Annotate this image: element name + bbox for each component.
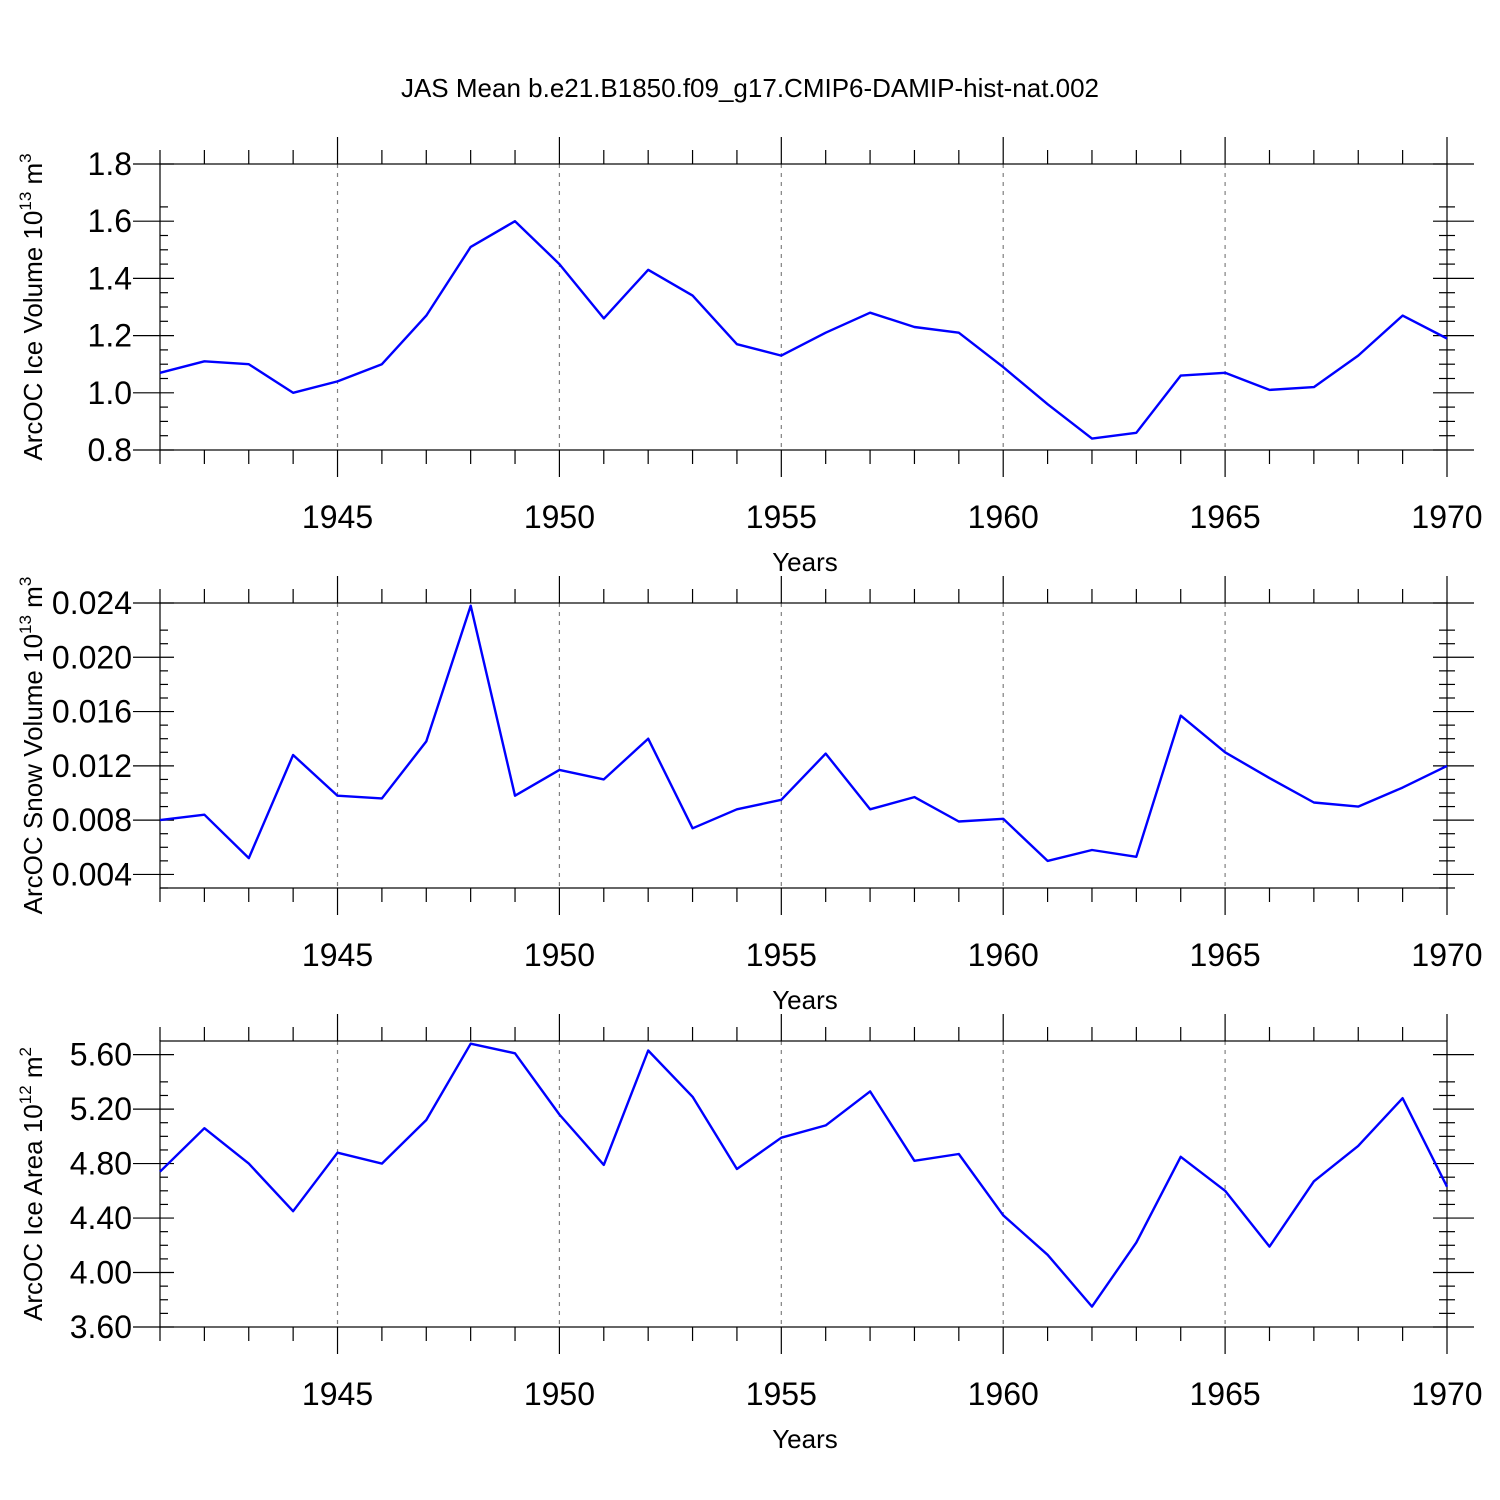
p0-x-tick-label: 1955 [746, 499, 817, 535]
p1-series-line [159, 604, 1448, 863]
p0-y-axis-label: ArcOC Ice Volume 1013 m3 [16, 153, 48, 460]
panel-ice-area: 1945 1950 1955 1960 1965 1970 3.60 4.00 4.40 4.80… [16, 1014, 1483, 1454]
p0-series-line [159, 219, 1448, 440]
p2-series-line [159, 1042, 1449, 1308]
p2-y-axis-label: ArcOC Ice Area 1012 m2 [16, 1047, 48, 1321]
p2-y-tick-label: 5.60 [70, 1037, 132, 1073]
p0-plot-frame [159, 163, 1448, 451]
p2-x-tick-label: 1950 [524, 1376, 595, 1412]
p1-y-tick-label: 0.020 [52, 639, 132, 675]
p1-x-tick-label: 1960 [968, 937, 1039, 973]
p0-y-tick-label: 0.8 [88, 432, 132, 468]
p2-x-tick-label: 1945 [302, 1376, 373, 1412]
p1-y-tick-label: 0.008 [52, 802, 132, 838]
p0-x-tick-label: 1965 [1190, 499, 1261, 535]
p1-x-tick-label: 1955 [746, 937, 817, 973]
p1-x-axis-label: Years [772, 985, 838, 1015]
p0-y-tick-label: 1.8 [88, 146, 132, 182]
p0-x-tick-label: 1970 [1411, 499, 1482, 535]
p1-y-axis-label: ArcOC Snow Volume 1013 m3 [16, 577, 48, 915]
p2-y-tick-label: 4.00 [70, 1255, 132, 1291]
p1-y-tick-label: 0.024 [52, 585, 132, 621]
p1-x-tick-label: 1970 [1411, 937, 1482, 973]
p0-x-tick-label: 1950 [524, 499, 595, 535]
p1-plot-frame [159, 602, 1448, 889]
p2-x-tick-label: 1955 [746, 1376, 817, 1412]
p2-y-tick-label: 4.80 [70, 1146, 132, 1182]
p1-x-tick-label: 1950 [524, 937, 595, 973]
p0-y-tick-label: 1.6 [88, 203, 132, 239]
panel-snow-volume: 1945 1950 1955 1960 1965 1970 0.004 0.008 0.012 0… [16, 576, 1483, 1015]
p2-y-tick-label: 3.60 [70, 1309, 132, 1345]
p2-x-tick-label: 1965 [1190, 1376, 1261, 1412]
p0-x-tick-label: 1945 [302, 499, 373, 535]
p2-x-axis-label: Years [772, 1424, 838, 1454]
p2-x-tick-label: 1960 [968, 1376, 1039, 1412]
p1-x-tick-label: 1945 [302, 937, 373, 973]
figure-title: JAS Mean b.e21.B1850.f09_g17.CMIP6-DAMIP… [401, 73, 1099, 103]
p2-plot-frame [159, 1040, 1448, 1328]
p2-y-tick-label: 4.40 [70, 1200, 132, 1236]
p2-y-tick-label: 5.20 [70, 1091, 132, 1127]
p1-y-tick-label: 0.012 [52, 748, 132, 784]
p0-x-tick-label: 1960 [968, 499, 1039, 535]
panel-ice-volume: 1945 1950 1955 1960 1965 1970 0.8 1.0 1.2 1.4 1.6 1… [16, 137, 1483, 577]
p2-x-tick-label: 1970 [1411, 1376, 1482, 1412]
p0-y-tick-label: 1.2 [88, 318, 132, 354]
p1-x-tick-label: 1965 [1190, 937, 1261, 973]
p1-y-tick-label: 0.016 [52, 694, 132, 730]
p0-y-tick-label: 1.0 [88, 375, 132, 411]
p0-x-axis-label: Years [772, 547, 838, 577]
p0-y-tick-label: 1.4 [88, 260, 132, 296]
p1-y-tick-label: 0.004 [52, 856, 132, 892]
